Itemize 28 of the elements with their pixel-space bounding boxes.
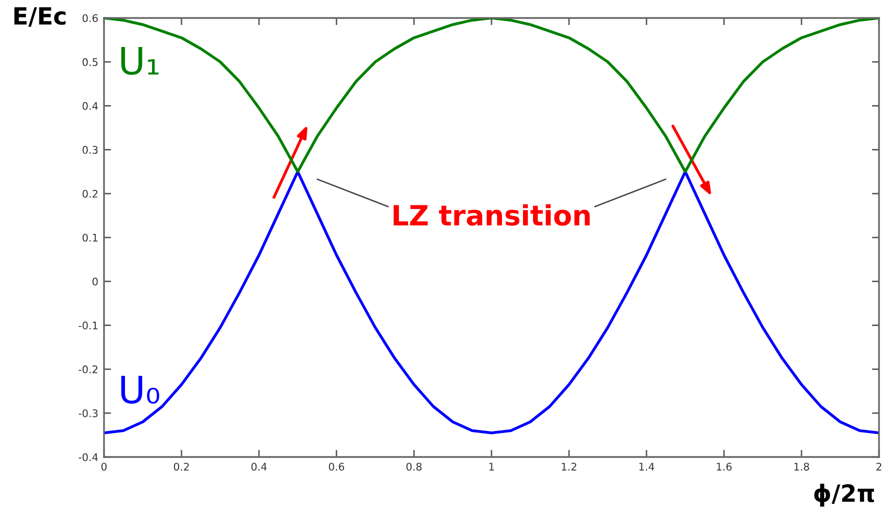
x-tick-label: 0.8 [406, 462, 422, 471]
x-tick-label: 0.2 [174, 462, 189, 471]
y-tick-label: 0 [92, 278, 98, 286]
y-tick-label: 0.6 [82, 14, 98, 22]
y-tick-label: 0.2 [82, 190, 98, 198]
y-tick-label: 0.1 [82, 234, 98, 242]
x-tick-label: 0.6 [328, 462, 344, 471]
y-tick-label: -0.3 [78, 409, 98, 418]
y-tick-label: -0.4 [78, 453, 98, 462]
y-tick-label: -0.2 [78, 365, 98, 374]
x-tick-label: 1 [489, 462, 494, 470]
x-tick-label: 0.4 [251, 462, 267, 471]
x-tick-label: 0 [101, 462, 107, 471]
y-tick-label: 0.5 [82, 58, 98, 66]
y-tick-label: 0.3 [82, 146, 98, 154]
x-tick-label: 1.2 [562, 462, 576, 470]
y-axis-title: E/Ec [14, 7, 66, 27]
x-tick-label: 2 [876, 462, 882, 470]
annotation: LZ transition [394, 204, 590, 226]
series-label: U₁ [121, 47, 158, 75]
x-tick-label: 1.4 [639, 462, 654, 470]
y-tick-label: 0.4 [82, 102, 98, 110]
x-axis-title: ϕ/2π [814, 484, 874, 507]
x-tick-label: 1.6 [716, 462, 732, 471]
x-tick-label: 1.8 [794, 462, 810, 471]
y-tick-label: -0.1 [78, 322, 98, 330]
line-series [104, 170, 879, 434]
series-label: U₀ [121, 376, 160, 404]
